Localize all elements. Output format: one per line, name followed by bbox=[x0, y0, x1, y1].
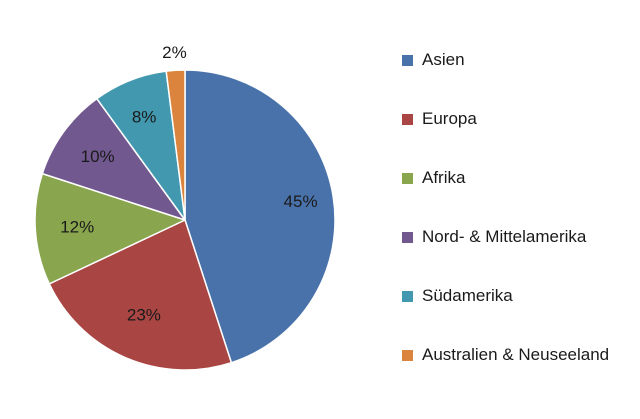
legend-label-asien: Asien bbox=[422, 50, 465, 69]
legend-label-suedamerika: Südamerika bbox=[422, 286, 513, 305]
data-label-asien: 45% bbox=[284, 192, 318, 211]
legend-label-australien-neuseeland: Australien & Neuseeland bbox=[422, 345, 610, 364]
legend-swatch-afrika bbox=[402, 173, 413, 184]
data-label-suedamerika: 8% bbox=[132, 107, 157, 126]
pie-slice-australien-neuseeland bbox=[165, 69, 186, 221]
legend-label-afrika: Afrika bbox=[422, 168, 466, 187]
data-label-australien-neuseeland: 2% bbox=[162, 43, 187, 62]
data-label-europa: 23% bbox=[127, 305, 161, 324]
pie-slice-afrika bbox=[34, 172, 186, 285]
legend-item-afrika: Afrika bbox=[402, 166, 637, 225]
pie-slices bbox=[34, 69, 336, 371]
legend: Asien Europa Afrika Nord- & Mittelamerik… bbox=[402, 48, 637, 402]
legend-item-suedamerika: Südamerika bbox=[402, 284, 637, 343]
legend-item-europa: Europa bbox=[402, 107, 637, 166]
pie-slice-nord-mittelamerika bbox=[41, 97, 186, 221]
pie-slice-europa bbox=[48, 219, 233, 371]
legend-swatch-nord-mittelamerika bbox=[402, 232, 413, 243]
legend-item-asien: Asien bbox=[402, 48, 637, 107]
legend-swatch-europa bbox=[402, 114, 413, 125]
legend-item-nord-mittelamerika: Nord- & Mittelamerika bbox=[402, 225, 637, 284]
data-label-nord-mittelamerika: 10% bbox=[81, 147, 115, 166]
pie-slice-asien bbox=[184, 69, 336, 364]
legend-item-australien-neuseeland: Australien & Neuseeland bbox=[402, 343, 637, 402]
legend-swatch-asien bbox=[402, 55, 413, 66]
data-labels: 45% 23% 12% 10% 8% 2% bbox=[60, 43, 317, 325]
legend-swatch-australien-neuseeland bbox=[402, 350, 413, 361]
legend-label-europa: Europa bbox=[422, 109, 477, 128]
legend-label-nord-mittelamerika: Nord- & Mittelamerika bbox=[422, 227, 587, 246]
data-label-afrika: 12% bbox=[60, 217, 94, 236]
legend-swatch-suedamerika bbox=[402, 291, 413, 302]
